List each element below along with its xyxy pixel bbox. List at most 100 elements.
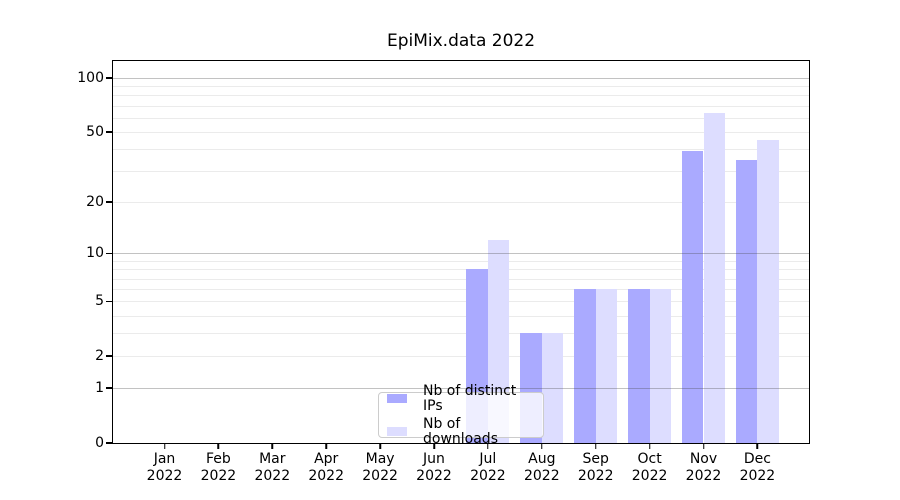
x-label-year: 2022 bbox=[146, 467, 183, 484]
x-label-apr: Apr 2022 bbox=[308, 451, 344, 484]
gridline-minor bbox=[113, 278, 809, 280]
gridline-major bbox=[113, 253, 809, 255]
y-tick-label: 20 bbox=[86, 194, 104, 211]
x-label-year: 2022 bbox=[362, 467, 398, 484]
y-tick bbox=[106, 442, 113, 444]
gridline-minor bbox=[113, 132, 809, 134]
bar-aug-nb-of-downloads bbox=[541, 333, 564, 443]
x-tick bbox=[648, 443, 651, 449]
gridline-minor bbox=[113, 315, 809, 317]
x-label-month: Jan bbox=[153, 451, 176, 467]
x-label-dec: Dec 2022 bbox=[740, 451, 776, 484]
x-label-nov: Nov 2022 bbox=[686, 451, 722, 484]
x-label-month: Feb bbox=[205, 451, 231, 467]
bar-oct-nb-of-downloads bbox=[649, 289, 672, 443]
chart-title: EpiMix.data 2022 bbox=[386, 31, 536, 51]
y-tick-label: 1 bbox=[95, 380, 104, 397]
x-label-month: May bbox=[365, 451, 395, 467]
gridline-minor bbox=[113, 105, 809, 107]
y-tick-label: 2 bbox=[95, 348, 104, 365]
x-label-year: 2022 bbox=[685, 467, 722, 484]
x-label-month: Jul bbox=[479, 451, 497, 467]
x-tick bbox=[163, 443, 166, 449]
y-tick bbox=[106, 77, 113, 79]
gridline-minor bbox=[113, 333, 809, 335]
gridline-minor bbox=[113, 301, 809, 303]
x-label-year: 2022 bbox=[416, 467, 452, 484]
x-label-sep: Sep 2022 bbox=[578, 451, 614, 484]
x-tick bbox=[217, 443, 220, 449]
y-tick bbox=[106, 131, 113, 133]
x-label-month: Dec bbox=[743, 451, 771, 467]
bar-dec-nb-of-downloads bbox=[757, 140, 779, 443]
legend-swatch-distinct-ips bbox=[387, 394, 407, 403]
gridline-minor bbox=[113, 260, 809, 262]
gridline-minor bbox=[113, 202, 809, 204]
x-label-month: Oct bbox=[637, 451, 662, 467]
gridline-minor bbox=[113, 171, 809, 173]
y-tick bbox=[106, 300, 113, 303]
y-tick-label: 10 bbox=[86, 245, 104, 262]
gridline-major bbox=[113, 78, 809, 79]
y-tick-label: 0 bbox=[95, 435, 104, 451]
x-label-year: 2022 bbox=[577, 467, 614, 484]
x-label-month: Aug bbox=[528, 451, 556, 467]
x-tick bbox=[702, 443, 705, 449]
y-tick-label: 100 bbox=[77, 70, 104, 86]
bar-oct-nb-of-distinct-ips bbox=[628, 289, 650, 443]
legend: Nb of distinct IPs Nb of downloads bbox=[378, 383, 544, 446]
bar-nov-nb-of-downloads bbox=[703, 112, 726, 443]
x-label-jul: Jul 2022 bbox=[470, 451, 506, 484]
x-label-year: 2022 bbox=[200, 467, 237, 484]
bar-sep-nb-of-distinct-ips bbox=[574, 289, 596, 443]
gridline-major bbox=[113, 388, 809, 390]
legend-item-downloads: Nb of downloads bbox=[387, 415, 535, 447]
x-label-month: Nov bbox=[689, 451, 718, 467]
x-label-year: 2022 bbox=[308, 467, 345, 484]
legend-swatch-downloads bbox=[387, 427, 407, 436]
gridline-minor bbox=[113, 86, 809, 88]
x-label-month: Jun bbox=[423, 451, 445, 467]
x-label-month: Sep bbox=[582, 451, 609, 467]
bar-dec-nb-of-distinct-ips bbox=[735, 159, 758, 443]
x-label-jun: Jun 2022 bbox=[416, 451, 452, 484]
y-tick bbox=[106, 252, 113, 255]
x-label-year: 2022 bbox=[631, 467, 668, 484]
gridline-minor bbox=[113, 149, 809, 151]
gridline-minor bbox=[113, 269, 809, 271]
x-label-year: 2022 bbox=[254, 467, 291, 484]
gridline-minor bbox=[113, 95, 809, 97]
x-tick bbox=[594, 443, 597, 449]
x-tick bbox=[541, 443, 543, 449]
y-tick bbox=[106, 201, 113, 203]
x-label-feb: Feb 2022 bbox=[201, 451, 237, 484]
x-label-may: May 2022 bbox=[362, 451, 398, 484]
x-label-month: Mar bbox=[259, 451, 286, 467]
legend-label-downloads: Nb of downloads bbox=[423, 415, 498, 447]
y-tick bbox=[106, 387, 113, 389]
gridline-minor bbox=[113, 117, 809, 119]
x-label-month: Apr bbox=[314, 451, 339, 467]
legend-item-distinct-ips: Nb of distinct IPs bbox=[387, 382, 535, 414]
x-tick bbox=[487, 443, 489, 449]
y-tick-label: 5 bbox=[95, 293, 104, 310]
x-tick bbox=[271, 443, 274, 449]
x-tick bbox=[379, 443, 381, 449]
x-tick bbox=[325, 443, 327, 449]
x-label-jan: Jan 2022 bbox=[147, 451, 183, 484]
bar-sep-nb-of-downloads bbox=[595, 289, 618, 443]
gridline-minor bbox=[113, 356, 809, 358]
x-label-year: 2022 bbox=[739, 467, 776, 484]
plot-area: 0 1 2 5 10 20 50 100 Jan 2022 Feb 2022 Mar 2022 Apr 202… bbox=[77, 60, 810, 484]
x-label-aug: Aug 2022 bbox=[524, 451, 560, 484]
x-label-year: 2022 bbox=[470, 467, 506, 484]
x-tick bbox=[756, 443, 759, 449]
x-label-mar: Mar 2022 bbox=[254, 451, 290, 484]
bar-nov-nb-of-distinct-ips bbox=[681, 151, 704, 443]
x-label-oct: Oct 2022 bbox=[632, 451, 668, 484]
x-label-year: 2022 bbox=[523, 467, 560, 484]
legend-label-distinct-ips: Nb of distinct IPs bbox=[423, 382, 517, 414]
y-tick bbox=[106, 355, 113, 357]
gridline-minor bbox=[113, 289, 809, 291]
